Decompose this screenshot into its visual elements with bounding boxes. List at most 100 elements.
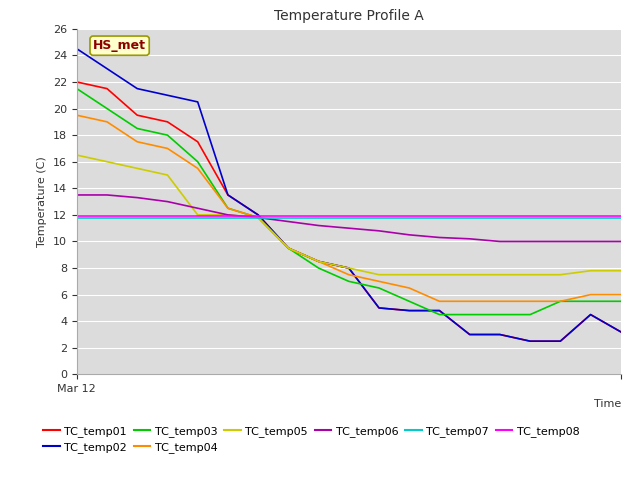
TC_temp02 — [496, 332, 504, 337]
TC_temp01 — [224, 192, 232, 198]
TC_temp04 — [587, 292, 595, 298]
TC_temp05 — [466, 272, 474, 277]
TC_temp02 — [103, 66, 111, 72]
TC_temp04 — [436, 299, 444, 304]
TC_temp05 — [164, 172, 172, 178]
TC_temp02 — [617, 329, 625, 335]
TC_temp03 — [133, 126, 141, 132]
Text: HS_met: HS_met — [93, 39, 146, 52]
TC_temp08 — [254, 213, 262, 219]
TC_temp02 — [526, 338, 534, 344]
TC_temp08 — [133, 213, 141, 219]
TC_temp02 — [345, 265, 353, 271]
Line: TC_temp02: TC_temp02 — [77, 49, 621, 341]
TC_temp01 — [73, 79, 81, 85]
TC_temp08 — [526, 213, 534, 219]
TC_temp08 — [436, 213, 444, 219]
TC_temp05 — [224, 212, 232, 218]
TC_temp03 — [587, 299, 595, 304]
TC_temp06 — [557, 239, 564, 244]
TC_temp06 — [617, 239, 625, 244]
TC_temp07 — [557, 215, 564, 220]
TC_temp05 — [405, 272, 413, 277]
TC_temp04 — [405, 285, 413, 291]
TC_temp04 — [496, 299, 504, 304]
Legend: TC_temp01, TC_temp02, TC_temp03, TC_temp04, TC_temp05, TC_temp06, TC_temp07, TC_: TC_temp01, TC_temp02, TC_temp03, TC_temp… — [39, 421, 584, 458]
TC_temp06 — [133, 195, 141, 201]
TC_temp01 — [164, 119, 172, 125]
TC_temp02 — [557, 338, 564, 344]
Line: TC_temp06: TC_temp06 — [77, 195, 621, 241]
TC_temp03 — [375, 285, 383, 291]
TC_temp08 — [557, 213, 564, 219]
TC_temp02 — [133, 86, 141, 92]
TC_temp06 — [436, 235, 444, 240]
TC_temp04 — [557, 299, 564, 304]
TC_temp06 — [103, 192, 111, 198]
Line: TC_temp01: TC_temp01 — [77, 82, 621, 341]
TC_temp01 — [285, 245, 292, 251]
TC_temp02 — [254, 212, 262, 218]
TC_temp03 — [526, 312, 534, 317]
TC_temp06 — [587, 239, 595, 244]
TC_temp05 — [375, 272, 383, 277]
TC_temp03 — [224, 205, 232, 211]
TC_temp04 — [133, 139, 141, 144]
TC_temp06 — [224, 212, 232, 218]
TC_temp07 — [254, 215, 262, 220]
TC_temp04 — [224, 205, 232, 211]
TC_temp01 — [345, 265, 353, 271]
TC_temp06 — [496, 239, 504, 244]
TC_temp05 — [133, 166, 141, 171]
TC_temp04 — [345, 272, 353, 277]
TC_temp03 — [557, 299, 564, 304]
TC_temp03 — [315, 265, 323, 271]
TC_temp08 — [315, 213, 323, 219]
TC_temp04 — [194, 166, 202, 171]
TC_temp01 — [194, 139, 202, 144]
TC_temp03 — [254, 215, 262, 220]
TC_temp02 — [73, 46, 81, 52]
TC_temp03 — [496, 312, 504, 317]
TC_temp01 — [405, 308, 413, 313]
TC_temp06 — [405, 232, 413, 238]
TC_temp05 — [496, 272, 504, 277]
TC_temp06 — [466, 236, 474, 242]
TC_temp07 — [285, 215, 292, 220]
TC_temp08 — [285, 213, 292, 219]
TC_temp04 — [526, 299, 534, 304]
TC_temp05 — [617, 268, 625, 274]
TC_temp07 — [375, 215, 383, 220]
TC_temp05 — [194, 212, 202, 218]
TC_temp08 — [375, 213, 383, 219]
TC_temp04 — [315, 259, 323, 264]
TC_temp01 — [557, 338, 564, 344]
TC_temp02 — [375, 305, 383, 311]
Line: TC_temp03: TC_temp03 — [77, 89, 621, 314]
TC_temp03 — [345, 278, 353, 284]
TC_temp01 — [103, 86, 111, 92]
TC_temp08 — [617, 213, 625, 219]
TC_temp05 — [436, 272, 444, 277]
TC_temp03 — [73, 86, 81, 92]
Title: Temperature Profile A: Temperature Profile A — [274, 10, 424, 24]
TC_temp07 — [224, 215, 232, 220]
TC_temp07 — [587, 215, 595, 220]
TC_temp02 — [194, 99, 202, 105]
TC_temp06 — [526, 239, 534, 244]
TC_temp08 — [103, 213, 111, 219]
TC_temp05 — [526, 272, 534, 277]
Line: TC_temp05: TC_temp05 — [77, 155, 621, 275]
TC_temp05 — [103, 159, 111, 165]
TC_temp07 — [526, 215, 534, 220]
TC_temp02 — [285, 245, 292, 251]
TC_temp06 — [164, 199, 172, 204]
TC_temp07 — [133, 215, 141, 220]
TC_temp05 — [73, 152, 81, 158]
Text: Time: Time — [593, 398, 621, 408]
TC_temp01 — [254, 212, 262, 218]
TC_temp04 — [375, 278, 383, 284]
TC_temp03 — [466, 312, 474, 317]
TC_temp08 — [164, 213, 172, 219]
TC_temp04 — [103, 119, 111, 125]
